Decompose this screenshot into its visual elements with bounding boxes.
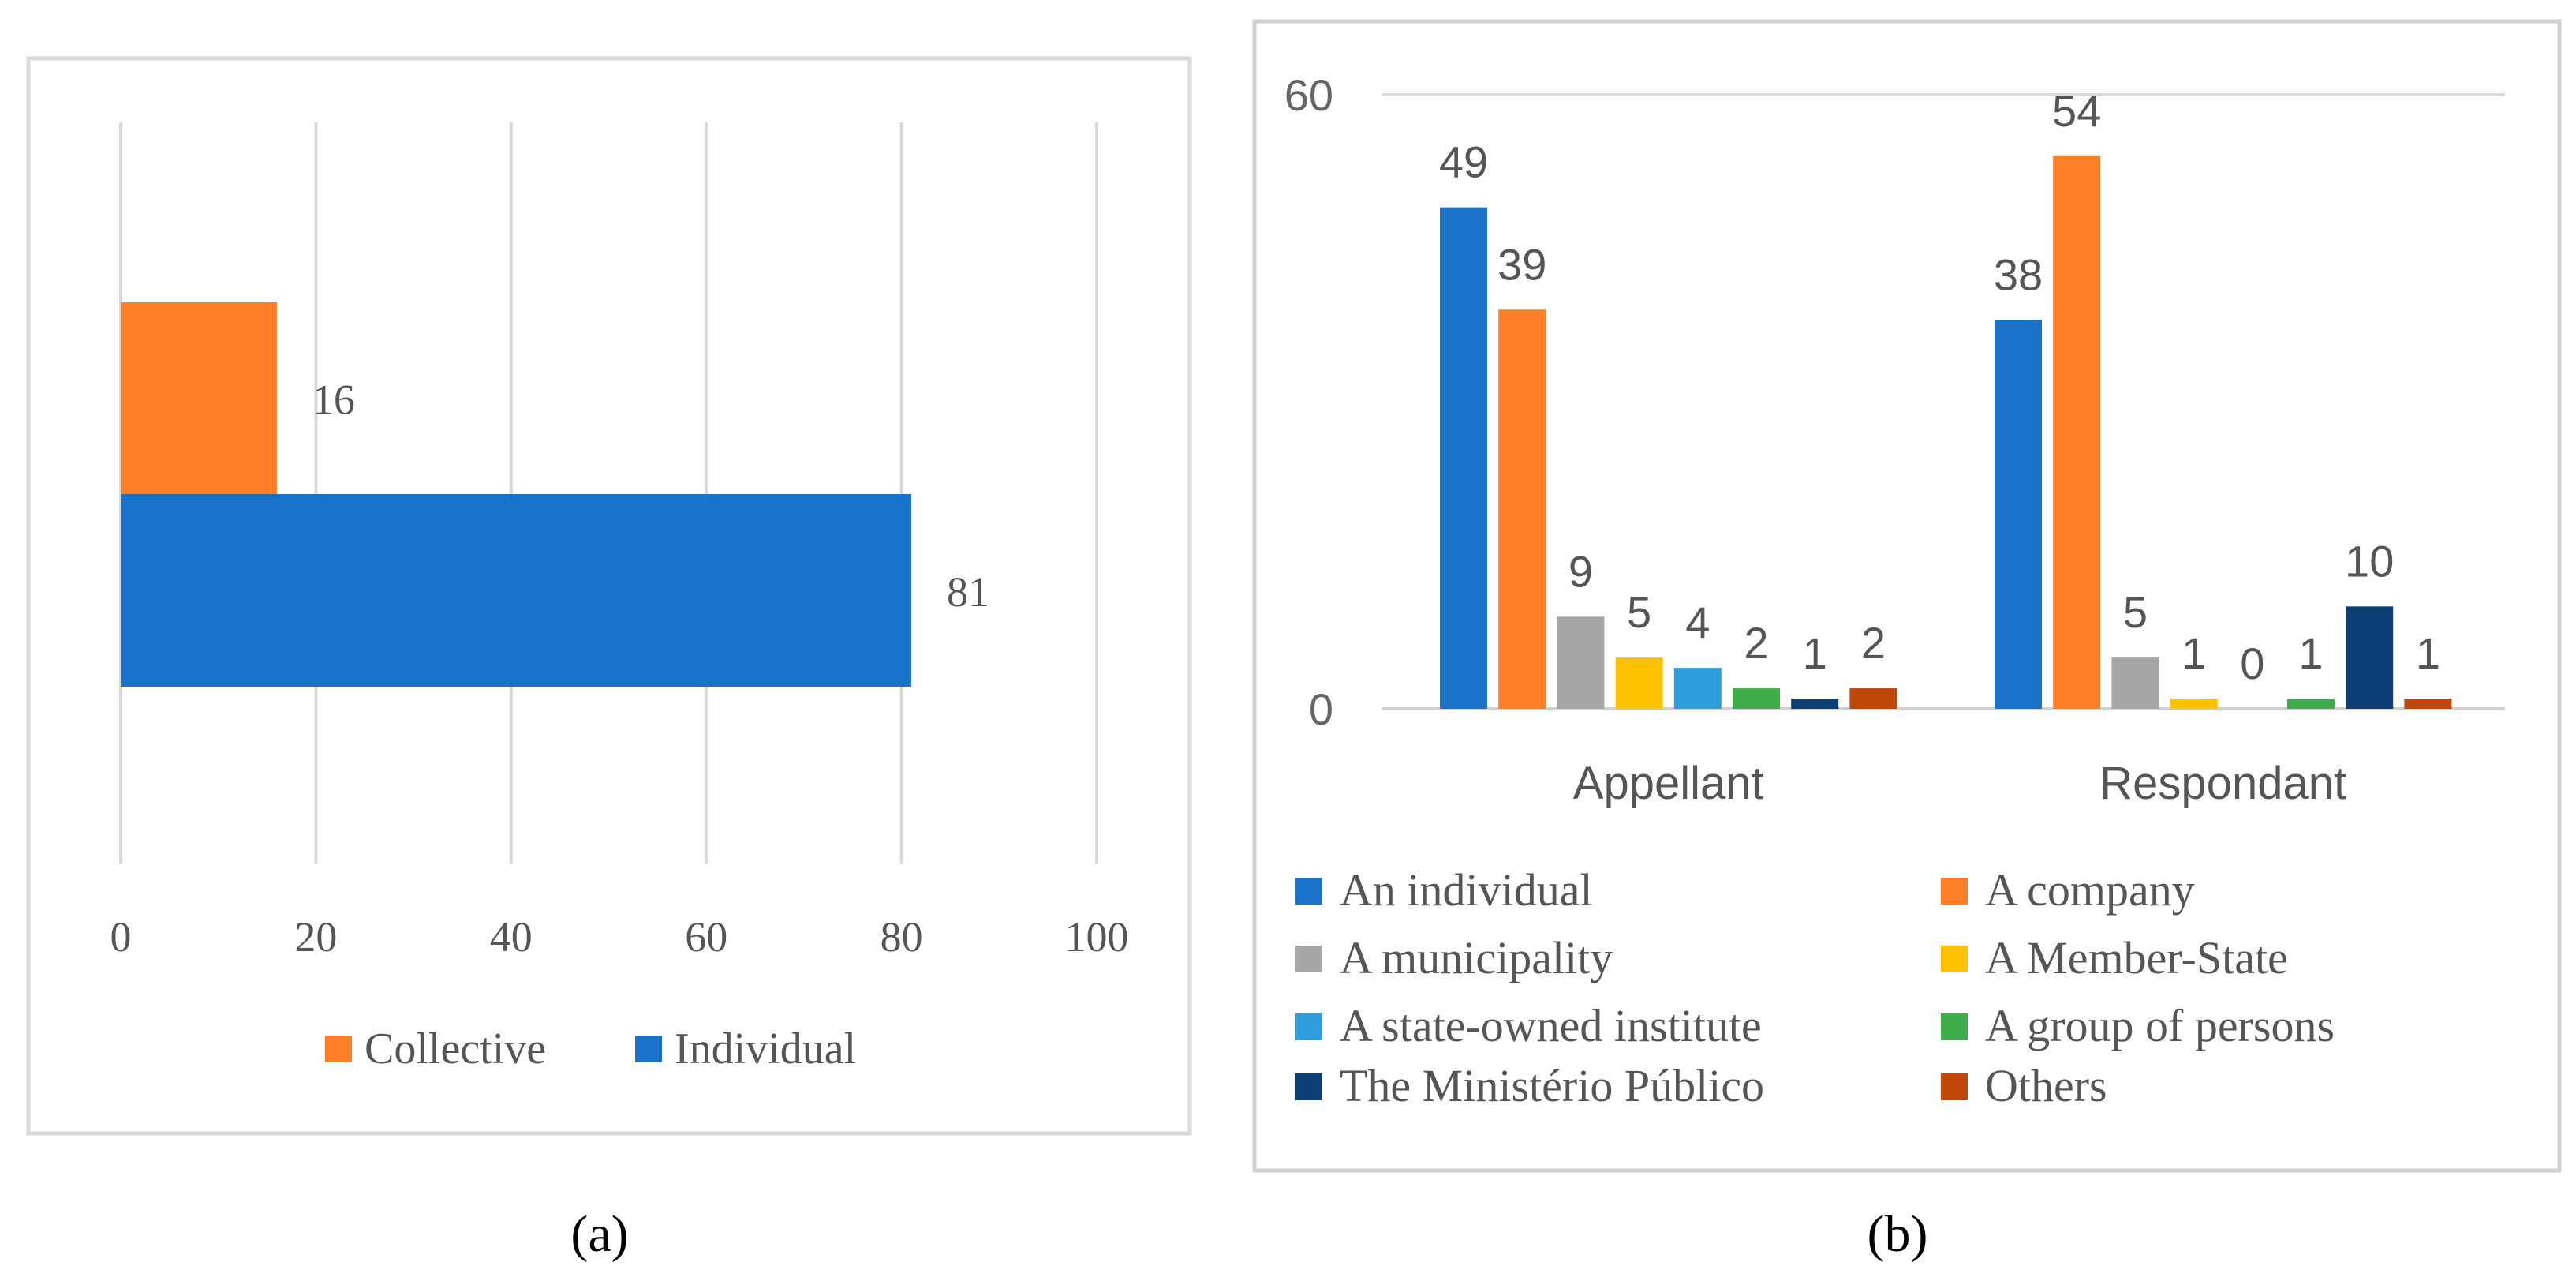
legend-label: A group of persons (1985, 1000, 2335, 1051)
data-label: 10 (2345, 536, 2394, 586)
legend-label: The Ministério Público (1340, 1060, 1764, 1111)
data-label: 0 (2240, 639, 2264, 688)
legend-swatch (1941, 1013, 1968, 1040)
data-label: 39 (1497, 239, 1546, 289)
data-label: 4 (1685, 597, 1710, 647)
legend-label: A state-owned institute (1340, 1000, 1762, 1051)
data-label: 54 (2052, 86, 2101, 136)
bar-others-appellant (1849, 688, 1897, 709)
bar-a-member-state-appellant (1615, 657, 1663, 709)
data-label: 49 (1439, 137, 1488, 187)
legend-label: Collective (365, 1024, 546, 1073)
category-label: Respondant (2099, 758, 2346, 809)
bar-the-minist-rio-p-blico-appellant (1791, 699, 1839, 709)
legend-label: A company (1985, 864, 2195, 916)
legend-swatch (325, 1036, 352, 1062)
legend-swatch (635, 1036, 662, 1062)
bar-a-municipality-respondant (2111, 657, 2159, 709)
bar-a-state-owned-institute-appellant (1673, 668, 1722, 709)
bar-a-company-appellant (1498, 309, 1546, 709)
x-tick-label: 40 (490, 913, 533, 961)
bar-the-minist-rio-p-blico-respondant (2346, 606, 2394, 709)
data-label: 81 (947, 568, 989, 616)
bar-others-respondant (2404, 699, 2452, 709)
bar-an-individual-appellant (1440, 207, 1487, 710)
data-label: 5 (2123, 587, 2148, 637)
bar-an-individual-respondant (1995, 320, 2042, 709)
legend-swatch (1941, 878, 1968, 905)
legend-swatch (1941, 1073, 1968, 1100)
y-tick-label: 0 (1309, 684, 1333, 734)
data-label: 1 (2416, 628, 2440, 678)
bar-a-group-of-persons-appellant (1733, 688, 1780, 709)
bar-collective (121, 302, 277, 494)
data-label: 5 (1627, 587, 1651, 637)
legend-swatch (1941, 946, 1968, 972)
category-label: Appellant (1573, 758, 1764, 809)
data-label: 1 (1803, 628, 1827, 678)
chart-a: 0 20 40 60 80 100 16 81 Collective Individual (110, 122, 1129, 1073)
legend-label: Individual (675, 1024, 856, 1073)
data-label: 1 (2182, 628, 2206, 678)
bar-a-member-state-respondant (2170, 699, 2218, 709)
x-tick-label: 20 (294, 913, 337, 961)
data-label: 2 (1744, 618, 1768, 668)
bar-a-company-respondant (2053, 155, 2101, 710)
bar-a-group-of-persons-respondant (2287, 699, 2335, 709)
legend-label: A municipality (1340, 932, 1613, 983)
data-label: 38 (1994, 249, 2043, 299)
chart-b-caption: (b) (1868, 1205, 1928, 1263)
x-tick-label: 60 (685, 913, 727, 961)
bar-a-municipality-appellant (1557, 616, 1605, 709)
legend-swatch (1295, 878, 1322, 905)
legend-label: A Member-State (1985, 932, 2288, 983)
chart-a-caption: (a) (570, 1205, 628, 1263)
data-label: 2 (1861, 618, 1886, 668)
x-tick-label: 80 (880, 913, 923, 961)
data-label: 9 (1568, 546, 1593, 596)
x-tick-label: 100 (1065, 913, 1129, 961)
x-tick-label: 0 (110, 913, 132, 961)
y-tick-label: 60 (1284, 70, 1333, 120)
legend-label: Others (1985, 1060, 2107, 1111)
legend-label: An individual (1340, 864, 1593, 916)
bar-individual (121, 494, 911, 687)
legend-swatch (1295, 1013, 1322, 1040)
data-label: 1 (2298, 628, 2323, 678)
legend-swatch (1295, 946, 1322, 972)
legend-swatch (1295, 1073, 1322, 1100)
data-label: 16 (312, 376, 355, 424)
